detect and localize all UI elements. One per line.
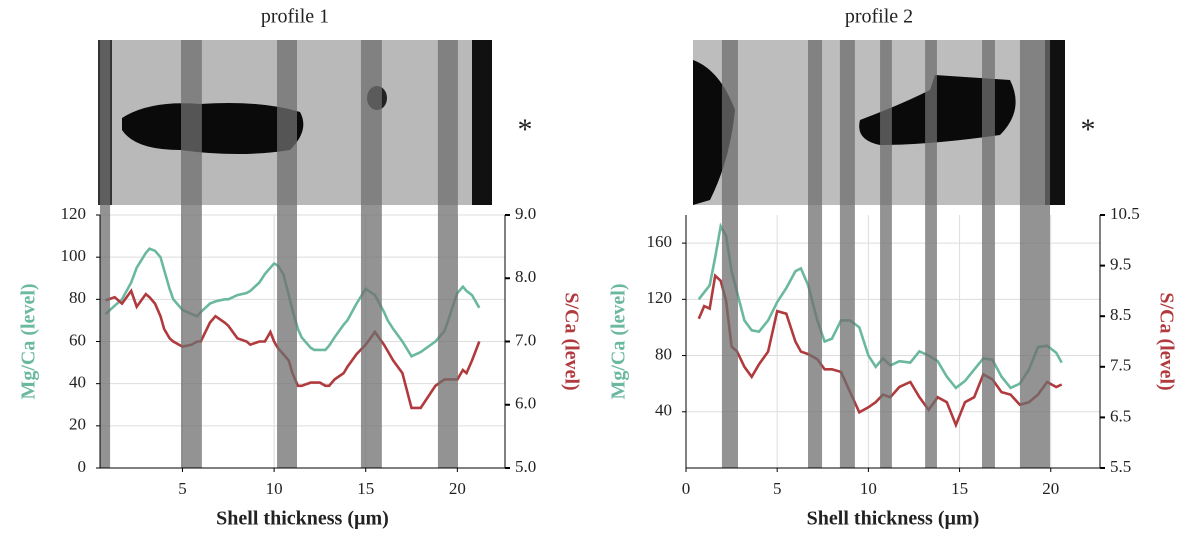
x-tick-label: 0 — [682, 479, 691, 498]
annotation: * — [1081, 113, 1096, 146]
x-tick-label: 5 — [773, 479, 782, 498]
micrograph-2 — [693, 40, 1065, 205]
y-tick-label: 120 — [647, 288, 673, 307]
y2-tick-label: 10.5 — [1110, 204, 1140, 223]
y-tick-label: 160 — [647, 232, 673, 251]
y2-tick-label: 8.0 — [515, 267, 536, 286]
band — [360, 40, 382, 468]
x-tick-label: 5 — [178, 479, 187, 498]
x-tick-label: 10 — [860, 479, 877, 498]
band — [982, 40, 995, 468]
x-tick-label: 10 — [266, 479, 283, 498]
data-line — [697, 273, 1063, 429]
y2-tick-label: 5.5 — [1110, 457, 1131, 476]
y2-axis-label: S/Ca (level) — [1155, 292, 1177, 390]
band — [437, 40, 458, 468]
x-axis-label: Shell thickness (µm) — [807, 508, 980, 530]
x-tick-label: 20 — [1042, 479, 1059, 498]
band — [839, 40, 855, 468]
y2-tick-label: 7.5 — [1110, 356, 1131, 375]
band — [181, 40, 202, 468]
x-tick-label: 15 — [357, 479, 374, 498]
x-axis-label: Shell thickness (µm) — [216, 508, 389, 530]
chart: profile 2 * 40 80 120 160 5.5 6.5 7.5 8.5 9.5 10.5 0… — [608, 6, 1178, 530]
micrograph-dark-edge — [472, 40, 492, 205]
band — [808, 40, 823, 468]
y2-tick-label: 8.5 — [1110, 305, 1131, 324]
y2-tick-label: 5.0 — [515, 457, 536, 476]
x-tick-label: 15 — [951, 479, 968, 498]
chart-title: profile 1 — [261, 6, 329, 28]
y-tick-label: 100 — [61, 246, 87, 265]
chart: profile 1 * 0 20 40 60 80 100 120 5.0 6.0 7.0 8.0 9.0… — [18, 6, 583, 530]
band — [880, 40, 892, 468]
data-line — [697, 222, 1063, 390]
y-tick-label: 0 — [78, 457, 87, 476]
band — [100, 40, 111, 468]
y2-axis-label: S/Ca (level) — [560, 292, 582, 390]
y-tick-label: 40 — [69, 373, 86, 392]
y2-tick-label: 6.5 — [1110, 406, 1131, 425]
band — [721, 40, 738, 468]
band — [925, 40, 937, 468]
y-tick-label: 40 — [655, 401, 672, 420]
y2-tick-label: 7.0 — [515, 330, 536, 349]
y2-tick-label: 9.0 — [515, 204, 536, 223]
y-tick-label: 20 — [69, 415, 86, 434]
annotation: * — [518, 113, 533, 146]
y-axis-label: Mg/Ca (level) — [18, 283, 40, 399]
band — [1019, 40, 1051, 468]
y-tick-label: 80 — [69, 288, 86, 307]
y2-tick-label: 9.5 — [1110, 255, 1131, 274]
y-tick-label: 80 — [655, 344, 672, 363]
micrograph-cavity — [859, 75, 1016, 145]
micrograph-cavity — [122, 103, 304, 154]
band — [277, 40, 298, 468]
y-axis-label: Mg/Ca (level) — [608, 283, 630, 399]
y-tick-label: 60 — [69, 330, 86, 349]
y-tick-label: 120 — [61, 204, 87, 223]
y2-tick-label: 6.0 — [515, 394, 536, 413]
x-tick-label: 20 — [449, 479, 466, 498]
chart-title: profile 2 — [845, 6, 913, 28]
